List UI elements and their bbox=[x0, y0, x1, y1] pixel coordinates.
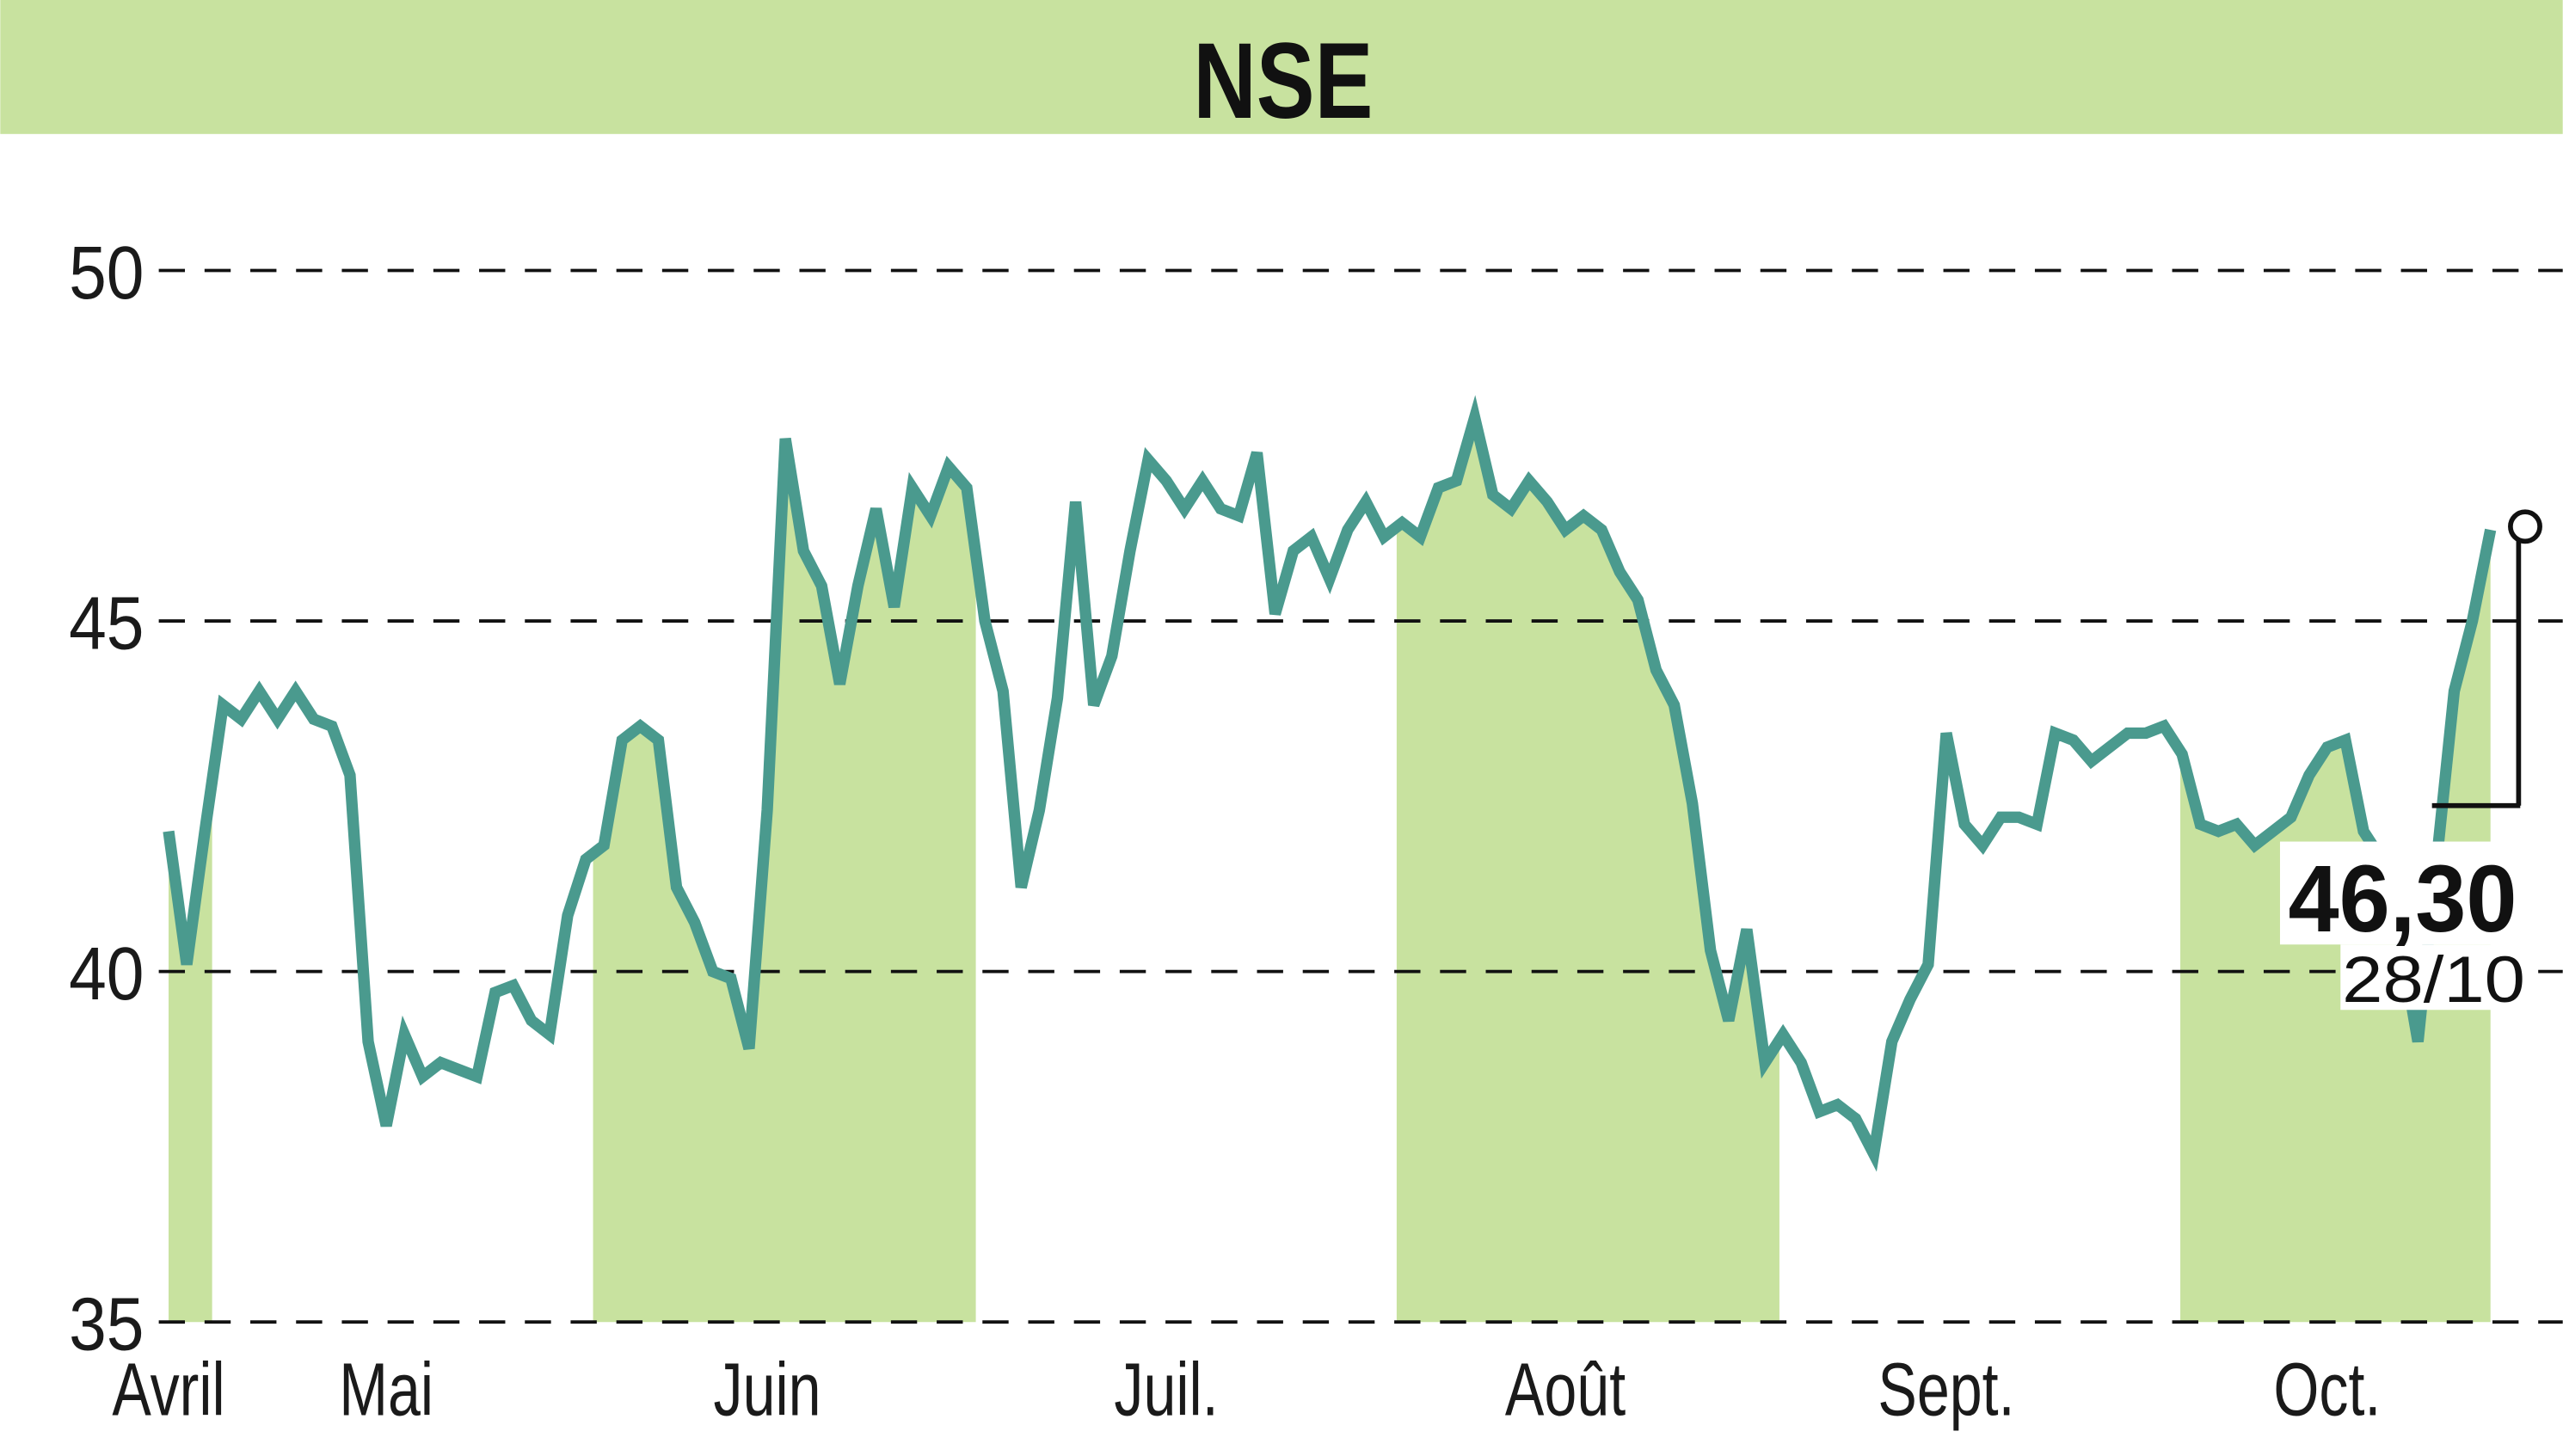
x-tick-label: Août bbox=[1505, 1347, 1626, 1431]
x-tick-label: Sept. bbox=[1878, 1347, 2014, 1431]
x-tick-label: Mai bbox=[339, 1347, 433, 1431]
last-date: 28/10 bbox=[2342, 943, 2525, 1017]
y-tick-label: 40 bbox=[69, 931, 144, 1016]
y-tick-label: 35 bbox=[69, 1281, 144, 1366]
x-tick-label: Juin bbox=[714, 1347, 821, 1431]
y-tick-label: 45 bbox=[69, 581, 144, 665]
last-value: 46,30 bbox=[2288, 846, 2517, 952]
x-tick-label: Juil. bbox=[1114, 1347, 1218, 1431]
header-band bbox=[0, 0, 2563, 134]
last-point-marker bbox=[2508, 509, 2542, 544]
x-tick-label: Oct. bbox=[2273, 1347, 2381, 1431]
last-date-box bbox=[2340, 944, 2525, 1011]
y-tick-label: 50 bbox=[69, 230, 144, 315]
x-tick-label: Avril bbox=[112, 1347, 224, 1431]
last-value-box bbox=[2279, 841, 2525, 945]
shaded-month-area bbox=[169, 417, 2491, 1323]
chart-title: NSE bbox=[1193, 20, 1373, 141]
price-line bbox=[163, 395, 2497, 1172]
